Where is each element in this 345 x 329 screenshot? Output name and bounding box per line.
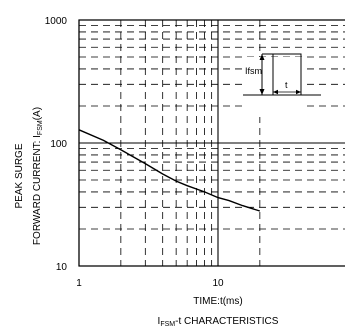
x-axis-title: TIME:t(ms) xyxy=(193,296,242,307)
inset-amplitude-label: Ifsm xyxy=(245,66,262,76)
tick-labels: 10 100 1000 1 10 xyxy=(45,16,224,289)
inset-arrowhead-left xyxy=(273,89,278,95)
inset-arrowhead-up xyxy=(259,54,265,60)
y-axis-title-line2: FORWARD CURRENT: IFSM(A) xyxy=(32,107,44,245)
y-tick-label: 1000 xyxy=(45,16,68,27)
x-tick-label: 1 xyxy=(76,278,82,289)
plot-frame xyxy=(78,19,345,267)
inset-arrowhead-right xyxy=(296,89,301,95)
x-tick-label: 10 xyxy=(212,278,224,289)
chart-caption: IFSM-t CHARACTERISTICS xyxy=(158,316,279,328)
inset-pulse xyxy=(272,53,302,95)
series-layer xyxy=(78,129,261,212)
series-line xyxy=(78,129,261,212)
y-tick-label: 100 xyxy=(50,139,67,150)
inset-width-label: t xyxy=(285,80,288,90)
y-tick-label: 10 xyxy=(56,262,68,273)
pulse-inset-diagram: Ifsm t xyxy=(243,53,321,117)
y-axis-title-line1: PEAK SURGE xyxy=(14,143,25,208)
inset-arrowhead-down xyxy=(259,89,265,95)
grid xyxy=(78,19,345,267)
